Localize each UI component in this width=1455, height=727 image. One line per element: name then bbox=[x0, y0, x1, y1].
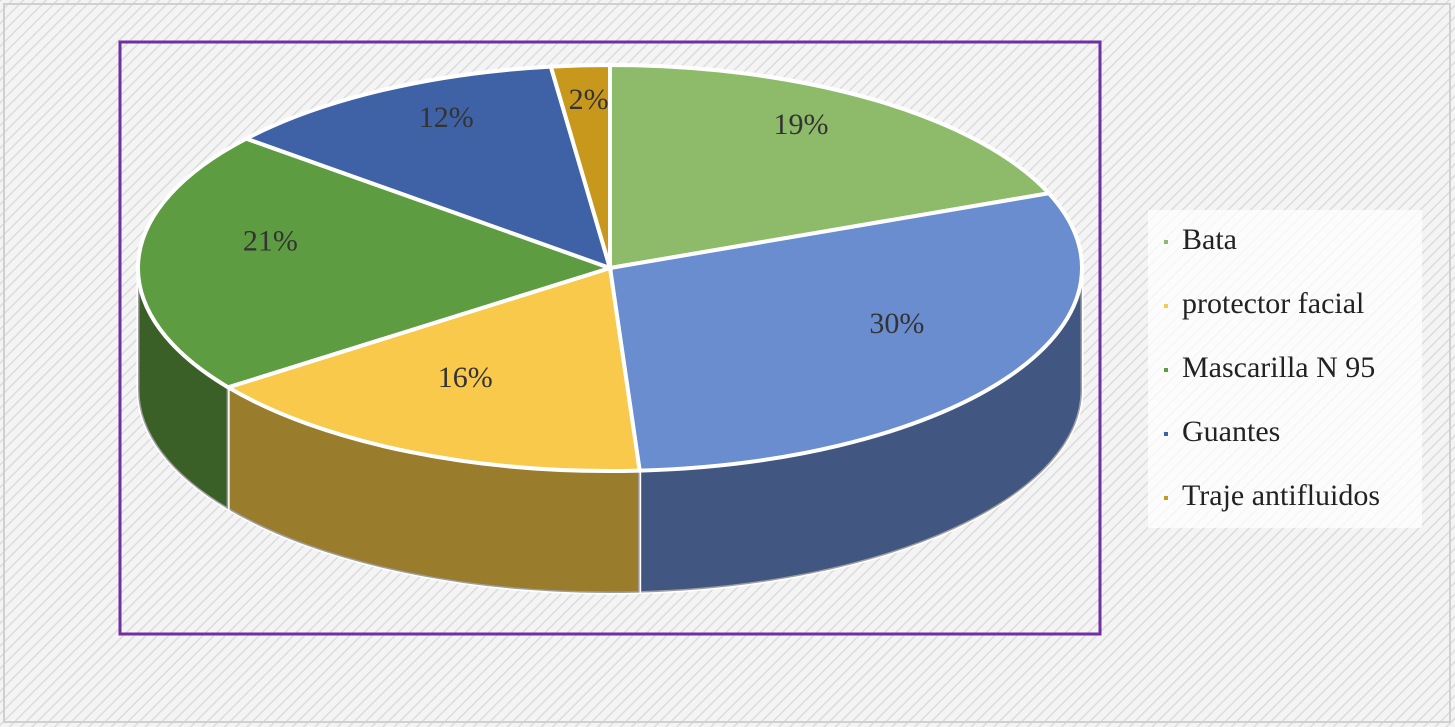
slice bbox=[241, 64, 614, 272]
plot-frame bbox=[118, 40, 1102, 636]
slice bbox=[223, 265, 642, 473]
legend-label: Mascarilla N 95 bbox=[1182, 351, 1375, 384]
data-label: 16% bbox=[438, 361, 493, 394]
data-label: 19% bbox=[774, 108, 829, 141]
data-label: 2% bbox=[569, 83, 609, 116]
legend-label: Bata bbox=[1182, 223, 1237, 256]
data-label: 21% bbox=[243, 224, 298, 257]
slice bbox=[136, 136, 617, 390]
side-shade bbox=[228, 387, 640, 593]
legend-box bbox=[1148, 210, 1422, 528]
side-shade bbox=[138, 268, 229, 510]
side-shade bbox=[639, 268, 1082, 593]
legend-marker bbox=[1164, 496, 1168, 500]
legend-label: protector facial bbox=[1182, 287, 1364, 320]
slice bbox=[548, 62, 612, 269]
slice bbox=[607, 191, 1084, 473]
legend-marker bbox=[1164, 432, 1168, 436]
legend-label: Guantes bbox=[1182, 415, 1280, 448]
legend-marker bbox=[1164, 368, 1168, 372]
legend-marker bbox=[1164, 240, 1168, 244]
slice bbox=[608, 62, 1053, 271]
outer-frame bbox=[3, 3, 1451, 723]
legend-label: Traje antifluidos bbox=[1182, 479, 1380, 512]
data-label: 30% bbox=[869, 307, 924, 340]
data-label: 12% bbox=[419, 101, 474, 134]
legend-marker bbox=[1164, 304, 1168, 308]
